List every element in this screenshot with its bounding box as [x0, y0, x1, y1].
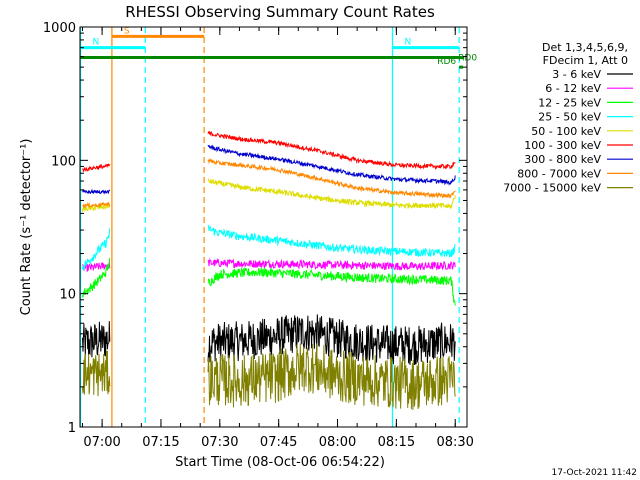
series-line — [82, 188, 111, 195]
series-line — [207, 130, 456, 171]
flag-label: RD6 — [437, 57, 456, 67]
x-tick-label: 07:30 — [201, 435, 238, 450]
x-tick-label: 08:30 — [436, 435, 473, 450]
legend-label: 800 - 7000 keV — [517, 167, 601, 180]
flag-label: S — [124, 26, 130, 36]
legend-label: 25 - 50 keV — [538, 111, 601, 124]
flag-label: N — [404, 38, 411, 48]
x-tick-label: 07:00 — [83, 435, 120, 450]
series-line — [82, 350, 111, 397]
series-line — [207, 314, 456, 366]
series-line — [207, 267, 456, 306]
series-line — [82, 228, 111, 271]
series-line — [207, 157, 456, 199]
y-tick-label: 1 — [68, 421, 76, 436]
series-line — [82, 162, 111, 173]
series-line — [207, 343, 456, 411]
series-line — [207, 257, 456, 271]
legend-label: 50 - 100 keV — [531, 125, 601, 138]
axis-ticks: 07:00 07:15 07:30 07:45 08:00 08:15 08:30 1 10 10… — [43, 21, 474, 450]
series-line — [82, 201, 111, 209]
y-tick-label: 1000 — [43, 21, 76, 36]
series-line — [82, 321, 111, 358]
x-tick-label: 08:15 — [378, 435, 415, 450]
flag-label: N — [93, 38, 100, 48]
legend-label: 100 - 300 keV — [524, 139, 601, 152]
y-tick-label: 100 — [51, 154, 76, 169]
legend-label: 3 - 6 keV — [552, 68, 601, 81]
flag-label: RD0 — [458, 54, 477, 64]
legend-label: 12 - 25 keV — [538, 96, 601, 109]
legend: Det 1,3,4,5,6,9,FDecim 1, Att 03 - 6 keV… — [503, 41, 633, 195]
series-line — [82, 261, 111, 272]
series-line — [82, 257, 111, 298]
plot-frame — [79, 26, 468, 428]
y-axis-label: Count Rate (s⁻¹ detector⁻¹) — [19, 139, 34, 316]
x-tick-label: 08:00 — [319, 435, 356, 450]
chart-title: RHESSI Observing Summary Count Rates — [125, 3, 435, 21]
y-tick-label: 10 — [59, 288, 76, 303]
series-line — [207, 178, 456, 210]
legend-header: FDecim 1, Att 0 — [543, 54, 628, 67]
series-line — [207, 144, 456, 186]
x-tick-label: 07:45 — [260, 435, 297, 450]
legend-label: 6 - 12 keV — [545, 82, 601, 95]
legend-label: 300 - 800 keV — [524, 153, 601, 166]
x-axis-label: Start Time (08-Oct-06 06:54:22) — [175, 455, 385, 470]
series-line — [207, 224, 456, 258]
legend-header: Det 1,3,4,5,6,9, — [542, 41, 628, 54]
legend-label: 7000 - 15000 keV — [503, 182, 601, 195]
x-tick-label: 07:15 — [142, 435, 179, 450]
footer-timestamp: 17-Oct-2021 11:42 — [552, 468, 637, 478]
